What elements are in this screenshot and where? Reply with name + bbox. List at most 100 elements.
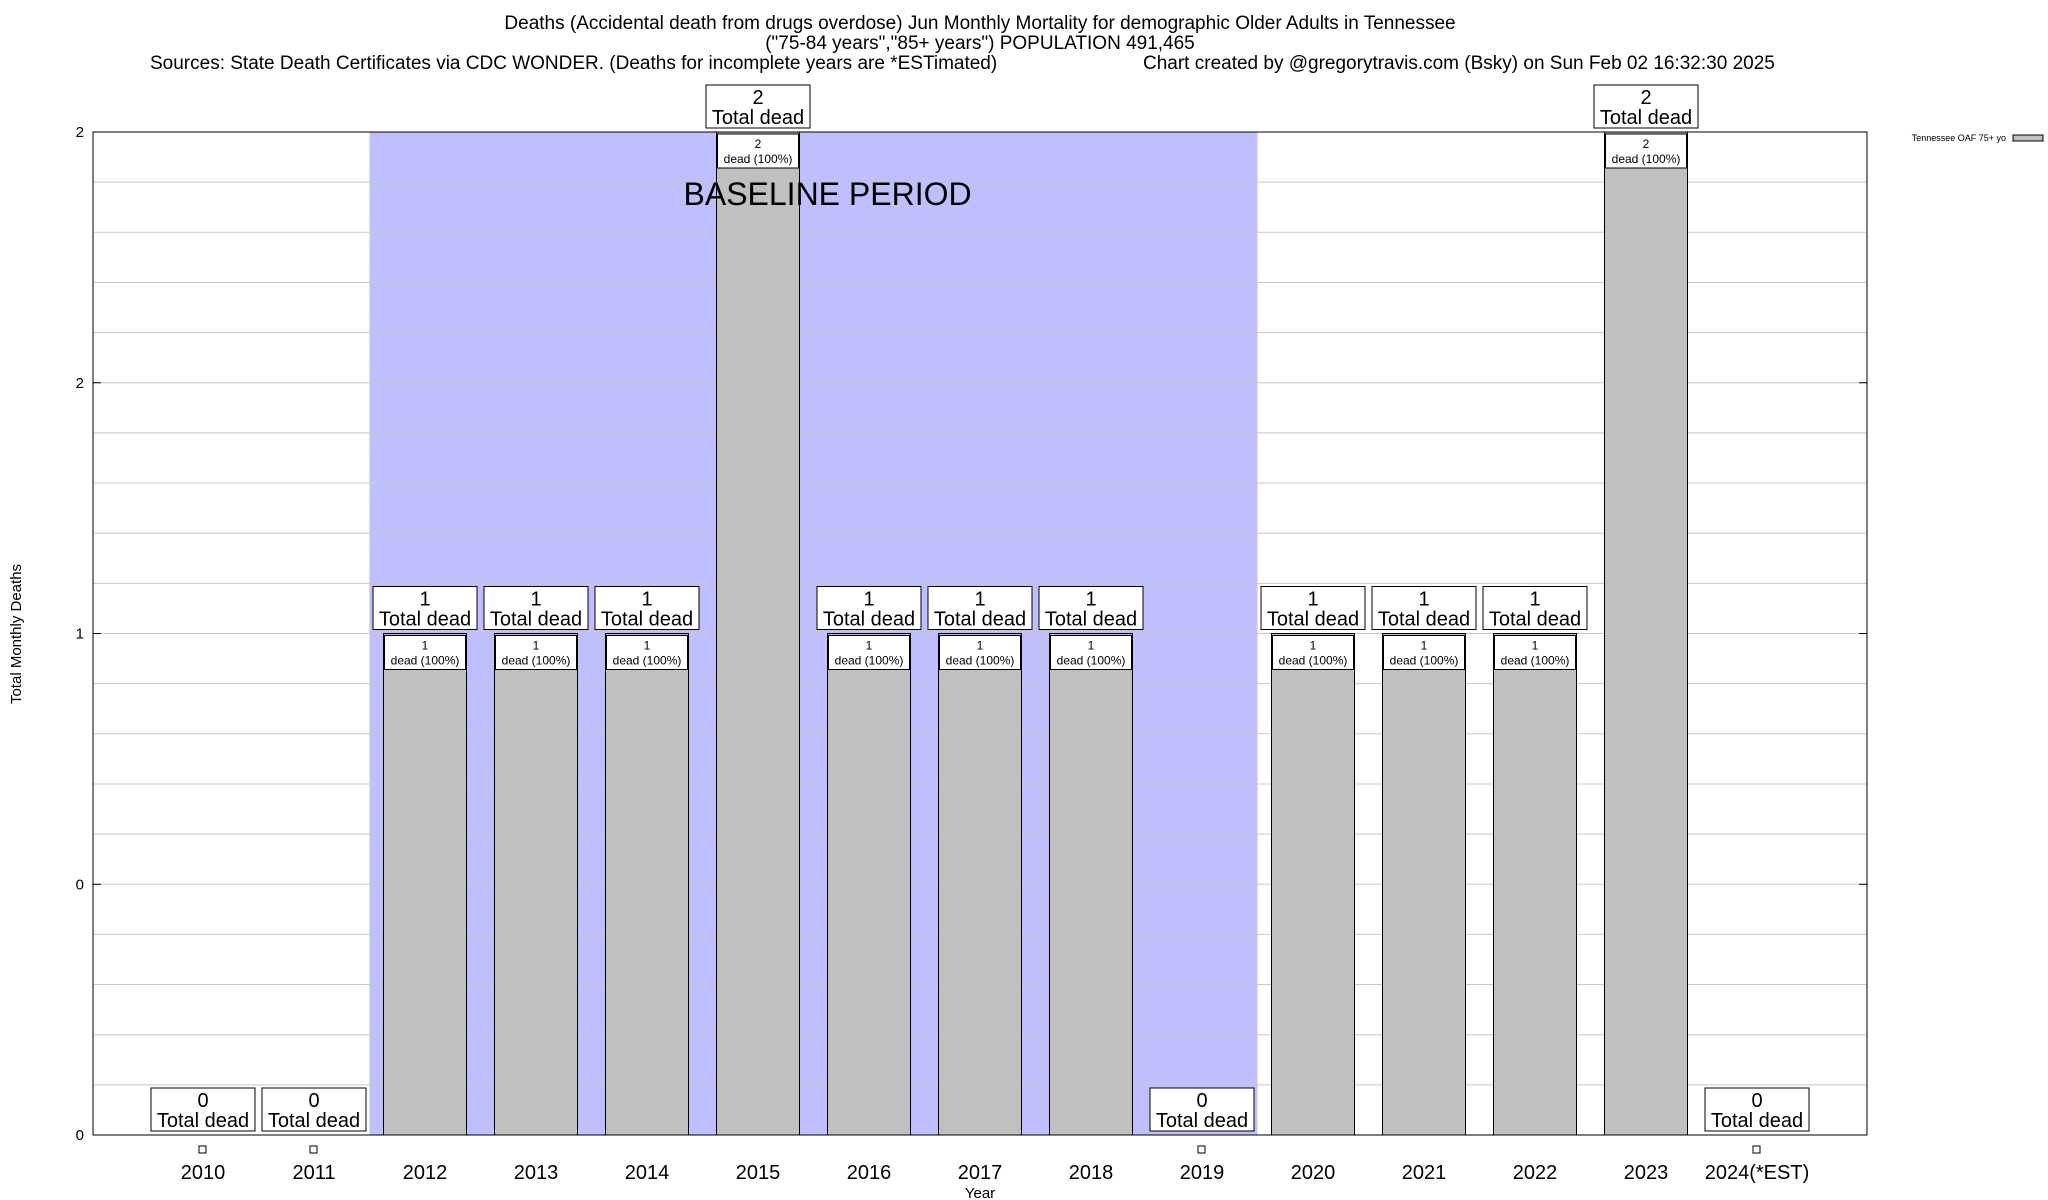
total-dead-box xyxy=(1371,586,1477,630)
bar-value-box xyxy=(717,133,799,169)
zero-bar-marker xyxy=(309,1145,318,1154)
y-tick-label: 2 xyxy=(76,124,84,141)
total-dead-label: Total dead xyxy=(934,609,1026,631)
total-dead-label: Total dead xyxy=(1045,609,1137,631)
x-tick-label: 2011 xyxy=(292,1162,335,1184)
x-axis-title: Year xyxy=(965,1185,995,1200)
bar xyxy=(938,633,1022,1136)
legend-label: Tennessee OAF 75+ yo xyxy=(1912,133,2006,143)
bar-value-label: 1 xyxy=(644,639,651,653)
x-tick-label: 2013 xyxy=(514,1162,559,1184)
total-dead-label: Total dead xyxy=(1489,609,1581,631)
bar-percent-label: dead (100%) xyxy=(835,654,904,668)
bar-percent-label: dead (100%) xyxy=(1390,654,1459,668)
bar-value-label: 1 xyxy=(1532,639,1539,653)
bar xyxy=(1382,633,1466,1136)
total-dead-label: Total dead xyxy=(379,609,471,631)
bar xyxy=(1493,633,1577,1136)
bar xyxy=(383,633,467,1136)
bar-value-label: 1 xyxy=(1088,639,1095,653)
total-dead-box xyxy=(927,586,1033,630)
x-tick-label: 2019 xyxy=(1180,1162,1225,1184)
x-tick-label: 2023 xyxy=(1624,1162,1669,1184)
total-dead-label: Total dead xyxy=(1378,609,1470,631)
total-dead-box xyxy=(150,1087,256,1132)
legend-layer: Tennessee OAF 75+ yo xyxy=(1912,133,2044,143)
bar xyxy=(605,633,689,1136)
total-dead-box xyxy=(261,1087,367,1132)
bar xyxy=(1604,131,1688,1136)
bar-value-label: 2 xyxy=(755,137,762,151)
bar xyxy=(1049,633,1133,1136)
bar xyxy=(716,131,800,1136)
total-dead-label: Total dead xyxy=(1600,107,1692,129)
bar-value-box xyxy=(495,635,577,670)
plot-frame xyxy=(92,131,1868,1136)
total-dead-label: Total dead xyxy=(268,1110,360,1132)
zero-bar-marker xyxy=(1752,1145,1761,1154)
total-dead-box xyxy=(1260,586,1366,630)
total-dead-box xyxy=(372,586,478,630)
total-dead-value: 2 xyxy=(752,87,763,109)
chart-title: Deaths (Accidental death from drugs over… xyxy=(504,13,1456,34)
x-tick-label: 2015 xyxy=(736,1162,781,1184)
total-dead-value: 0 xyxy=(197,1090,208,1112)
zero-bar-marker xyxy=(1197,1145,1206,1154)
total-dead-box xyxy=(816,586,922,630)
total-dead-box xyxy=(594,586,700,630)
sources-note: Sources: State Death Certificates via CD… xyxy=(150,53,998,74)
y-tick-label: 0 xyxy=(76,876,84,893)
total-dead-value: 1 xyxy=(530,589,541,611)
bar-percent-label: dead (100%) xyxy=(1057,654,1126,668)
bar-value-box xyxy=(1272,635,1354,670)
total-dead-value: 1 xyxy=(641,589,652,611)
bar-percent-label: dead (100%) xyxy=(724,152,793,166)
bar-percent-label: dead (100%) xyxy=(1501,654,1570,668)
bars-layer xyxy=(198,131,1761,1154)
bar-value-box xyxy=(384,635,466,670)
legend-swatch xyxy=(2012,134,2044,142)
bar-value-label: 2 xyxy=(1643,137,1650,151)
x-tick-label: 2024(*EST) xyxy=(1705,1162,1810,1184)
bar-percent-label: dead (100%) xyxy=(1612,152,1681,166)
x-tick-label: 2020 xyxy=(1291,1162,1336,1184)
bar-percent-label: dead (100%) xyxy=(613,654,682,668)
total-dead-label: Total dead xyxy=(712,107,804,129)
total-dead-box xyxy=(705,84,811,129)
bar-value-box xyxy=(1494,635,1576,670)
total-dead-value: 0 xyxy=(1751,1090,1762,1112)
total-dead-value: 1 xyxy=(1307,589,1318,611)
bar xyxy=(1271,633,1355,1136)
zero-bar-marker xyxy=(198,1145,207,1154)
bar-value-box xyxy=(828,635,910,670)
bar-value-box xyxy=(1605,133,1687,169)
bar-value-box xyxy=(1050,635,1132,670)
total-dead-box xyxy=(1704,1087,1810,1132)
bar-value-label: 1 xyxy=(977,639,984,653)
x-tick-label: 2017 xyxy=(958,1162,1003,1184)
y-axis-title: Total Monthly Deaths xyxy=(8,564,25,704)
total-dead-value: 0 xyxy=(308,1090,319,1112)
total-dead-box xyxy=(1593,84,1699,129)
bar-value-box xyxy=(606,635,688,670)
total-dead-value: 1 xyxy=(419,589,430,611)
total-dead-value: 1 xyxy=(863,589,874,611)
total-dead-label: Total dead xyxy=(1156,1110,1248,1132)
x-tick-label: 2010 xyxy=(181,1162,226,1184)
y-tick-label: 0 xyxy=(76,1127,84,1144)
bar xyxy=(494,633,578,1136)
bar-value-label: 1 xyxy=(533,639,540,653)
x-tick-label: 2016 xyxy=(847,1162,892,1184)
x-tick-label: 2018 xyxy=(1069,1162,1114,1184)
bar-percent-label: dead (100%) xyxy=(946,654,1015,668)
total-dead-value: 1 xyxy=(974,589,985,611)
bar xyxy=(827,633,911,1136)
total-dead-label: Total dead xyxy=(157,1110,249,1132)
total-dead-label: Total dead xyxy=(1711,1110,1803,1132)
total-dead-box xyxy=(1038,586,1144,630)
bar-value-label: 1 xyxy=(422,639,429,653)
total-dead-value: 1 xyxy=(1085,589,1096,611)
total-dead-label: Total dead xyxy=(823,609,915,631)
